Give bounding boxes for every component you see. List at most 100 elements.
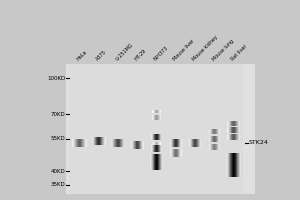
Bar [233,153,234,177]
Bar [140,141,141,149]
Bar [228,127,229,133]
Bar [189,139,190,147]
Bar [200,139,201,147]
Bar [161,154,162,170]
Bar [138,141,139,149]
Bar [236,153,237,177]
Bar [240,153,241,177]
Bar [230,121,231,126]
Bar [135,141,136,149]
Bar [115,139,116,147]
Bar [117,139,118,147]
Bar [123,139,124,147]
Bar [83,139,84,147]
Bar [131,141,132,149]
Bar [78,139,79,147]
Bar [196,139,197,147]
Bar [237,127,238,133]
Bar [84,139,85,147]
Bar [235,134,236,140]
Bar [97,137,98,145]
Bar [82,139,83,147]
Bar [238,127,239,133]
Text: A375: A375 [95,50,108,62]
Bar [194,139,195,147]
Bar [236,127,237,133]
Text: 100KD: 100KD [47,76,66,81]
Bar [94,137,95,145]
Text: Rat liver: Rat liver [230,44,248,62]
Text: U-251MG: U-251MG [115,43,134,62]
Bar [232,121,233,126]
Text: Mouse kidney: Mouse kidney [192,35,219,62]
Bar [158,154,159,170]
Bar [199,139,200,147]
Text: STK24: STK24 [248,140,268,145]
Bar [231,121,232,126]
Bar [232,127,233,133]
Bar [136,141,137,149]
Bar [77,139,78,147]
Bar [81,139,82,147]
Text: Mouse liver: Mouse liver [172,39,196,62]
Bar [228,153,229,177]
Bar [231,134,232,140]
Bar [238,121,239,126]
Bar [132,141,133,149]
Bar [239,153,240,177]
Bar [152,154,153,170]
Bar [198,139,199,147]
Bar [190,139,191,147]
Bar [237,121,238,126]
Bar [154,154,155,170]
Bar [230,127,231,133]
Bar [239,121,240,126]
Bar [231,127,232,133]
Bar [232,153,233,177]
Text: NIH373: NIH373 [153,46,169,62]
Bar [105,137,106,145]
Text: 40KD: 40KD [51,169,66,174]
Bar [226,153,227,177]
Bar [122,139,123,147]
Bar [234,134,235,140]
Bar [228,134,229,140]
Bar [104,137,105,145]
Bar [237,153,238,177]
Bar [235,121,236,126]
Bar [80,139,81,147]
Bar [73,139,74,147]
Bar [195,139,196,147]
Bar [193,139,194,147]
Text: 70KD: 70KD [51,112,66,117]
Bar [134,141,135,149]
Bar [233,127,234,133]
Bar [229,127,230,133]
Bar [192,139,193,147]
Bar [234,127,235,133]
Bar [101,137,102,145]
Bar [151,154,152,170]
Bar [191,139,192,147]
Bar [233,121,234,126]
Bar [116,139,117,147]
Bar [96,137,97,145]
Bar [196,139,197,147]
Bar [239,127,240,133]
Bar [234,121,235,126]
Bar [139,141,140,149]
Text: 35KD: 35KD [51,182,66,187]
Bar [137,141,138,149]
Bar [141,141,142,149]
Bar [156,154,157,170]
Bar [121,139,122,147]
Bar [232,127,233,133]
Bar [227,153,228,177]
Bar [239,134,240,140]
Bar [95,137,96,145]
Bar [230,153,231,177]
Bar [238,134,239,140]
Bar [112,139,113,147]
Bar [155,154,156,170]
Bar [227,134,228,140]
